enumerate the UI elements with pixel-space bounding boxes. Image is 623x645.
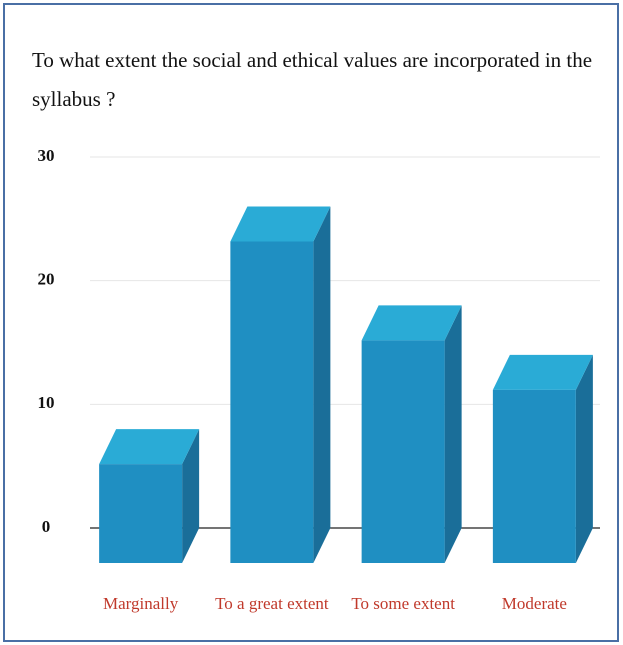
bar-side — [182, 429, 200, 563]
bar-side — [444, 305, 462, 563]
y-tick-label: 0 — [42, 517, 51, 536]
y-tick-label: 30 — [38, 146, 55, 165]
bar-side — [575, 354, 593, 563]
bar — [361, 305, 462, 563]
y-tick-label: 10 — [38, 393, 55, 412]
y-tick-label: 20 — [38, 270, 55, 289]
x-tick-label: Marginally — [103, 594, 179, 613]
bar-front — [230, 241, 314, 563]
x-tick-label: Moderate — [502, 594, 567, 613]
x-tick-label: To some extent — [351, 594, 455, 613]
chart-title: syllabus ? — [32, 87, 115, 111]
bar — [230, 206, 331, 563]
bar-top — [492, 354, 593, 390]
chart-title: To what extent the social and ethical va… — [32, 48, 592, 72]
bar-top — [361, 305, 462, 341]
bar-side — [313, 206, 331, 563]
bar-front — [99, 464, 183, 563]
bar-front — [361, 340, 445, 563]
bar-front — [492, 389, 576, 563]
bar — [492, 354, 593, 563]
bar-top — [230, 206, 331, 242]
bar-top — [99, 429, 200, 465]
bar — [99, 429, 200, 563]
x-tick-label: To a great extent — [215, 594, 329, 613]
